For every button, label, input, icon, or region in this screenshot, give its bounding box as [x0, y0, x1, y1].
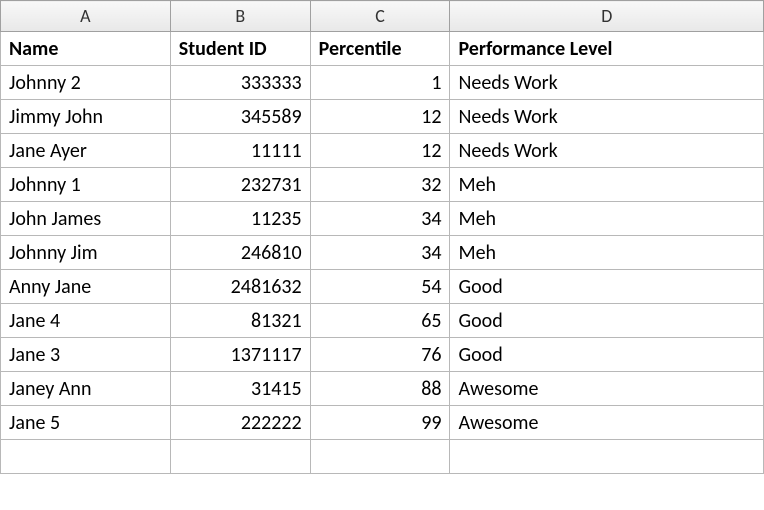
header-row: Name Student ID Percentile Performance L…: [1, 32, 764, 66]
table-row: Jane Ayer 11111 12 Needs Work: [1, 134, 764, 168]
table-row: Jimmy John 345589 12 Needs Work: [1, 100, 764, 134]
cell-student-id[interactable]: 31415: [170, 372, 310, 406]
cell-name[interactable]: Jane Ayer: [1, 134, 171, 168]
table-row: Janey Ann 31415 88 Awesome: [1, 372, 764, 406]
cell-student-id[interactable]: 2481632: [170, 270, 310, 304]
table-row: Jane 3 1371117 76 Good: [1, 338, 764, 372]
cell-percentile[interactable]: 54: [310, 270, 450, 304]
cell-student-id[interactable]: 232731: [170, 168, 310, 202]
cell-performance[interactable]: Meh: [450, 236, 764, 270]
empty-cell[interactable]: [450, 440, 764, 474]
cell-student-id[interactable]: 11235: [170, 202, 310, 236]
table-row: Johnny Jim 246810 34 Meh: [1, 236, 764, 270]
cell-percentile[interactable]: 12: [310, 134, 450, 168]
col-header-a[interactable]: A: [1, 1, 171, 32]
cell-performance[interactable]: Needs Work: [450, 100, 764, 134]
cell-percentile[interactable]: 76: [310, 338, 450, 372]
cell-performance[interactable]: Needs Work: [450, 66, 764, 100]
cell-name[interactable]: Johnny Jim: [1, 236, 171, 270]
cell-name[interactable]: John James: [1, 202, 171, 236]
cell-performance[interactable]: Meh: [450, 202, 764, 236]
cell-student-id[interactable]: 345589: [170, 100, 310, 134]
col-header-c[interactable]: C: [310, 1, 450, 32]
cell-name[interactable]: Janey Ann: [1, 372, 171, 406]
cell-name[interactable]: Anny Jane: [1, 270, 171, 304]
table-row: Anny Jane 2481632 54 Good: [1, 270, 764, 304]
col-header-d[interactable]: D: [450, 1, 764, 32]
cell-percentile[interactable]: 34: [310, 236, 450, 270]
cell-performance[interactable]: Meh: [450, 168, 764, 202]
empty-cell[interactable]: [170, 440, 310, 474]
cell-percentile[interactable]: 12: [310, 100, 450, 134]
table-row: Johnny 1 232731 32 Meh: [1, 168, 764, 202]
empty-row: [1, 440, 764, 474]
cell-performance[interactable]: Good: [450, 304, 764, 338]
cell-performance[interactable]: Awesome: [450, 372, 764, 406]
cell-student-id[interactable]: 11111: [170, 134, 310, 168]
spreadsheet-table[interactable]: A B C D Name Student ID Percentile Perfo…: [0, 0, 764, 474]
cell-percentile[interactable]: 99: [310, 406, 450, 440]
cell-name[interactable]: Jane 5: [1, 406, 171, 440]
cell-student-id[interactable]: 222222: [170, 406, 310, 440]
empty-cell[interactable]: [310, 440, 450, 474]
cell-student-id[interactable]: 81321: [170, 304, 310, 338]
table-row: Jane 5 222222 99 Awesome: [1, 406, 764, 440]
column-letter-row: A B C D: [1, 1, 764, 32]
table-row: Johnny 2 333333 1 Needs Work: [1, 66, 764, 100]
cell-name[interactable]: Jane 3: [1, 338, 171, 372]
header-performance[interactable]: Performance Level: [450, 32, 764, 66]
cell-percentile[interactable]: 34: [310, 202, 450, 236]
header-name[interactable]: Name: [1, 32, 171, 66]
cell-percentile[interactable]: 65: [310, 304, 450, 338]
cell-performance[interactable]: Good: [450, 270, 764, 304]
empty-cell[interactable]: [1, 440, 171, 474]
table-row: Jane 4 81321 65 Good: [1, 304, 764, 338]
cell-student-id[interactable]: 1371117: [170, 338, 310, 372]
cell-student-id[interactable]: 246810: [170, 236, 310, 270]
cell-name[interactable]: Jimmy John: [1, 100, 171, 134]
cell-student-id[interactable]: 333333: [170, 66, 310, 100]
table-row: John James 11235 34 Meh: [1, 202, 764, 236]
cell-percentile[interactable]: 88: [310, 372, 450, 406]
cell-percentile[interactable]: 32: [310, 168, 450, 202]
cell-performance[interactable]: Good: [450, 338, 764, 372]
col-header-b[interactable]: B: [170, 1, 310, 32]
header-student-id[interactable]: Student ID: [170, 32, 310, 66]
cell-performance[interactable]: Needs Work: [450, 134, 764, 168]
header-percentile[interactable]: Percentile: [310, 32, 450, 66]
cell-name[interactable]: Johnny 2: [1, 66, 171, 100]
cell-performance[interactable]: Awesome: [450, 406, 764, 440]
cell-name[interactable]: Jane 4: [1, 304, 171, 338]
cell-name[interactable]: Johnny 1: [1, 168, 171, 202]
cell-percentile[interactable]: 1: [310, 66, 450, 100]
